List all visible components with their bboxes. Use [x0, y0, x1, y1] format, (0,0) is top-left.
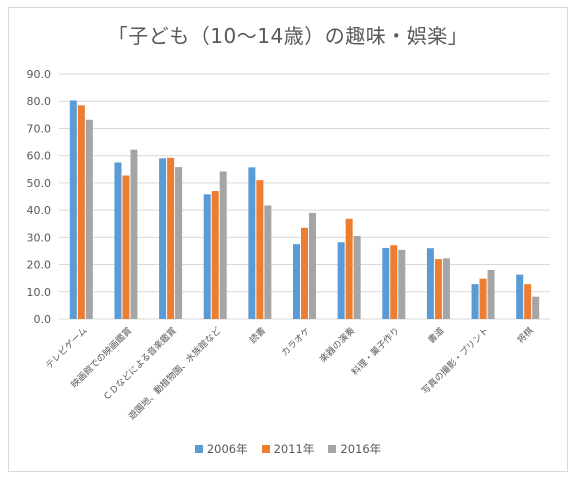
bar — [130, 149, 138, 319]
bar — [434, 259, 442, 319]
chart-legend: 2006年 2011年 2016年 — [8, 441, 568, 457]
x-tick-label: ＣＤなどによる音楽鑑賞 — [100, 325, 178, 403]
x-tick-label: 料理・菓子作り — [349, 325, 402, 378]
x-tick-label: テレビゲーム — [43, 325, 89, 371]
bar — [159, 158, 167, 319]
legend-label: 2016年 — [340, 442, 382, 456]
bar — [85, 119, 93, 319]
bar — [426, 248, 434, 319]
bar — [219, 171, 227, 319]
y-tick-label: 50.0 — [27, 177, 52, 190]
x-tick-label: 遊園地、動植物園、水族館など — [126, 325, 224, 423]
x-tick-label: カラオケ — [279, 325, 312, 358]
x-tick-label: 書道 — [425, 325, 446, 346]
bar — [301, 227, 308, 319]
bar — [248, 167, 256, 319]
legend-label: 2011年 — [273, 442, 315, 456]
bar — [69, 100, 77, 320]
y-tick-label: 90.0 — [27, 68, 52, 81]
bar — [167, 157, 175, 319]
chart-frame — [8, 7, 568, 472]
x-tick-label: 読書 — [247, 325, 268, 346]
bar — [211, 191, 219, 319]
y-tick-label: 70.0 — [27, 122, 52, 135]
y-tick-label: 40.0 — [27, 204, 52, 217]
bar — [293, 244, 300, 319]
bar — [203, 194, 211, 319]
legend-item: 2011年 — [261, 441, 315, 457]
bar — [487, 270, 495, 319]
bar — [264, 205, 272, 319]
legend-item: 2016年 — [328, 441, 381, 457]
bar — [309, 212, 316, 319]
legend-item: 2006年 — [194, 441, 248, 457]
bar — [524, 284, 532, 319]
bar — [442, 258, 450, 319]
x-tick-label: 楽器の演奏 — [317, 325, 357, 365]
y-tick-label: 80.0 — [27, 95, 52, 108]
y-tick-label: 60.0 — [27, 150, 52, 163]
y-tick-label: 20.0 — [27, 259, 52, 272]
legend-swatch — [194, 445, 203, 453]
bar — [122, 175, 130, 319]
bar — [532, 296, 540, 319]
bar — [337, 242, 345, 319]
legend-swatch — [328, 445, 337, 453]
legend-swatch — [261, 445, 270, 453]
bar — [114, 162, 122, 319]
bar — [398, 249, 406, 319]
bar — [256, 180, 264, 319]
legend-label: 2006年 — [206, 442, 248, 456]
bar — [390, 245, 398, 319]
bar — [345, 218, 353, 319]
bar — [382, 247, 390, 319]
bar — [479, 278, 487, 319]
bar — [175, 167, 183, 319]
y-tick-label: 10.0 — [27, 286, 52, 299]
bar — [516, 274, 524, 319]
bar — [471, 284, 479, 319]
y-tick-label: 30.0 — [27, 231, 52, 244]
bar — [77, 105, 85, 319]
y-tick-label: 0.0 — [34, 313, 52, 326]
x-tick-label: 将棋 — [515, 325, 536, 346]
chart-title: 「子ども（10～14歳）の趣味・娯楽」 — [107, 24, 469, 48]
bar — [353, 235, 361, 319]
